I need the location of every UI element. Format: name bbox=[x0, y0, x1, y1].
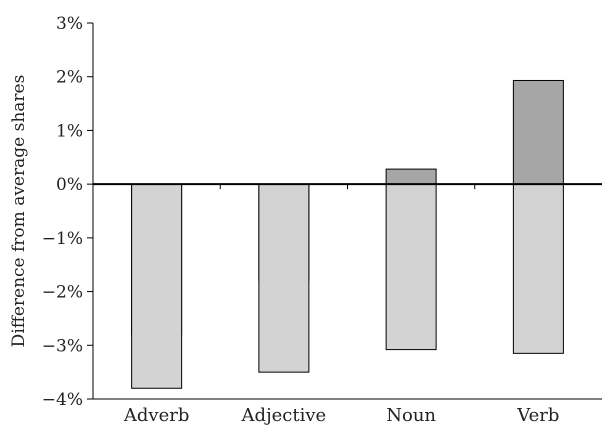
y-tick-label: −4% bbox=[42, 390, 83, 410]
y-axis-title: Difference from average shares bbox=[9, 75, 29, 348]
y-tick-label: −3% bbox=[42, 336, 83, 356]
x-category-label: Noun bbox=[386, 405, 436, 425]
x-category-label: Verb bbox=[516, 405, 559, 425]
y-tick-label: 0% bbox=[56, 175, 83, 195]
x-ticks-group: Adverb Adjective Noun Verb bbox=[123, 184, 559, 425]
bar-noun-series-2 bbox=[385, 183, 437, 351]
y-tick-label: −2% bbox=[42, 283, 83, 303]
bar-adjective-series-2 bbox=[258, 183, 310, 373]
x-category-label: Adjective bbox=[241, 405, 327, 425]
bar-verb-series-2 bbox=[512, 183, 564, 354]
y-ticks-group: 3% 2% 1% 0% −1% −2% −3% −4% bbox=[42, 14, 93, 410]
bar-verb-series-1 bbox=[512, 79, 564, 185]
y-tick-label: −1% bbox=[42, 229, 83, 249]
y-tick-label: 3% bbox=[56, 14, 83, 34]
bars-group bbox=[131, 79, 564, 389]
x-category-label: Adverb bbox=[123, 405, 189, 425]
bar-noun-series-1 bbox=[385, 168, 437, 185]
y-tick-label: 1% bbox=[56, 121, 83, 141]
bar-adverb-series-2 bbox=[131, 183, 183, 389]
y-tick-label: 2% bbox=[56, 68, 83, 88]
